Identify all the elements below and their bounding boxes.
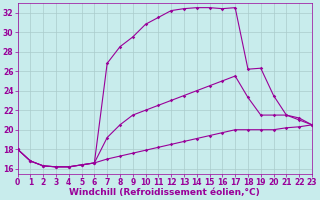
X-axis label: Windchill (Refroidissement éolien,°C): Windchill (Refroidissement éolien,°C) [69, 188, 260, 197]
